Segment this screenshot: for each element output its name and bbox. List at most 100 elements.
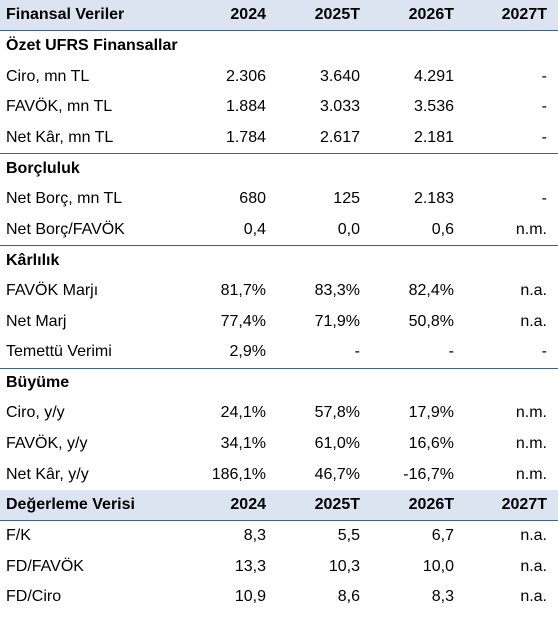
row-value: 0,0 <box>337 220 360 238</box>
section-title: Büyüme <box>6 374 70 392</box>
row-value: 6,7 <box>431 527 454 545</box>
row-value: 8,3 <box>431 588 454 606</box>
table-row: Net Borç/FAVÖK 0,4 0,0 0,6 n.m. <box>0 215 558 246</box>
row-value: - <box>541 129 547 147</box>
row-value: - <box>354 343 360 361</box>
table-row: Ciro, y/y 24,1% 57,8% 17,9% n.m. <box>0 398 558 429</box>
row-value: 186,1% <box>211 465 266 483</box>
row-label: FAVÖK, y/y <box>6 435 88 453</box>
row-value: n.a. <box>520 557 547 575</box>
valuation-header-year-2025t: 2025T <box>314 495 360 513</box>
row-value: 82,4% <box>408 282 454 300</box>
table-row: Ciro, mn TL 2.306 3.640 4.291 - <box>0 62 558 93</box>
row-label: Net Borç/FAVÖK <box>6 220 125 238</box>
row-label: Ciro, y/y <box>6 404 65 422</box>
row-label: Net Kâr, mn TL <box>6 129 114 147</box>
row-label: Net Borç, mn TL <box>6 190 123 208</box>
section-title: Borçluluk <box>6 160 80 178</box>
row-value: 2.181 <box>413 129 454 147</box>
table-row: Net Marj 77,4% 71,9% 50,8% n.a. <box>0 306 558 337</box>
row-value: - <box>541 98 547 116</box>
row-value: 10,3 <box>328 557 360 575</box>
row-value: n.m. <box>515 404 547 422</box>
header-year-2027t: 2027T <box>501 6 547 23</box>
header-year-2025t: 2025T <box>314 6 360 23</box>
row-value: 83,3% <box>314 282 360 300</box>
table-row: Net Kâr, mn TL 1.784 2.617 2.181 - <box>0 123 558 154</box>
row-value: - <box>541 190 547 208</box>
row-label: FAVÖK Marjı <box>6 282 99 300</box>
section-title-summary: Özet UFRS Finansallar <box>0 31 558 62</box>
table-row: FAVÖK Marjı 81,7% 83,3% 82,4% n.a. <box>0 276 558 307</box>
row-value: 10,9 <box>234 588 266 606</box>
row-value: 50,8% <box>408 312 454 330</box>
row-value: 16,6% <box>408 435 454 453</box>
table-row: FD/FAVÖK 13,3 10,3 10,0 n.a. <box>0 552 558 583</box>
row-value: 61,0% <box>314 435 360 453</box>
section-title-profitability: Kârlılık <box>0 245 558 276</box>
row-value: 3.536 <box>413 98 454 116</box>
row-value: - <box>541 67 547 85</box>
row-value: 3.033 <box>319 98 360 116</box>
row-value: 2.183 <box>413 190 454 208</box>
row-value: 46,7% <box>314 465 360 483</box>
row-value: 1.784 <box>225 129 266 147</box>
row-label: FD/Ciro <box>6 588 62 606</box>
row-value: 77,4% <box>220 312 266 330</box>
row-value: n.m. <box>515 465 547 483</box>
valuation-header-year-2026t: 2026T <box>408 495 454 513</box>
row-value: 24,1% <box>220 404 266 422</box>
row-value: 125 <box>333 190 360 208</box>
row-value: n.a. <box>520 312 547 330</box>
table-row: FAVÖK, mn TL 1.884 3.033 3.536 - <box>0 92 558 123</box>
valuation-header-year-2024: 2024 <box>230 495 266 513</box>
header-label: Finansal Veriler <box>6 6 125 23</box>
section-title-indebtedness: Borçluluk <box>0 153 558 184</box>
row-value: 17,9% <box>408 404 454 422</box>
row-value: 10,0 <box>422 557 454 575</box>
row-value: 8,6 <box>337 588 360 606</box>
row-label: Net Marj <box>6 312 67 330</box>
row-value: 13,3 <box>234 557 266 575</box>
table-row: Temettü Verimi 2,9% - - - <box>0 337 558 368</box>
row-value: 57,8% <box>314 404 360 422</box>
row-value: n.a. <box>520 588 547 606</box>
row-value: 2.617 <box>319 129 360 147</box>
section-title: Kârlılık <box>6 251 60 269</box>
table-header-row: Finansal Veriler 2024 2025T 2026T 2027T <box>0 0 558 31</box>
row-value: - <box>448 343 454 361</box>
row-value: 71,9% <box>314 312 360 330</box>
valuation-header-row: Değerleme Verisi 2024 2025T 2026T 2027T <box>0 489 558 521</box>
row-value: 81,7% <box>220 282 266 300</box>
row-value: - <box>541 343 547 361</box>
row-value: 680 <box>239 190 266 208</box>
row-value: 0,4 <box>243 220 266 238</box>
table-row: FAVÖK, y/y 34,1% 61,0% 16,6% n.m. <box>0 429 558 460</box>
table-row: FD/Ciro 10,9 8,6 8,3 n.a. <box>0 582 558 613</box>
row-value: 2,9% <box>229 343 266 361</box>
header-year-2026t: 2026T <box>408 6 454 23</box>
row-value: n.m. <box>515 435 547 453</box>
row-value: 8,3 <box>243 527 266 545</box>
table-row: Net Borç, mn TL 680 125 2.183 - <box>0 184 558 215</box>
header-year-2024: 2024 <box>230 6 266 23</box>
section-title-growth: Büyüme <box>0 367 558 399</box>
table-row: F/K 8,3 5,5 6,7 n.a. <box>0 521 558 552</box>
row-value: -16,7% <box>403 465 454 483</box>
row-value: n.m. <box>515 220 547 238</box>
row-label: Temettü Verimi <box>6 343 112 361</box>
valuation-header-label: Değerleme Verisi <box>6 495 135 513</box>
row-value: 1.884 <box>225 98 266 116</box>
valuation-header-year-2027t: 2027T <box>501 495 547 513</box>
row-label: Ciro, mn TL <box>6 67 90 85</box>
row-value: n.a. <box>520 282 547 300</box>
row-label: FAVÖK, mn TL <box>6 98 113 116</box>
row-value: n.a. <box>520 527 547 545</box>
section-title: Özet UFRS Finansallar <box>6 37 178 55</box>
row-value: 5,5 <box>337 527 360 545</box>
row-value: 4.291 <box>413 67 454 85</box>
row-value: 2.306 <box>225 67 266 85</box>
row-label: Net Kâr, y/y <box>6 465 89 483</box>
row-value: 0,6 <box>431 220 454 238</box>
